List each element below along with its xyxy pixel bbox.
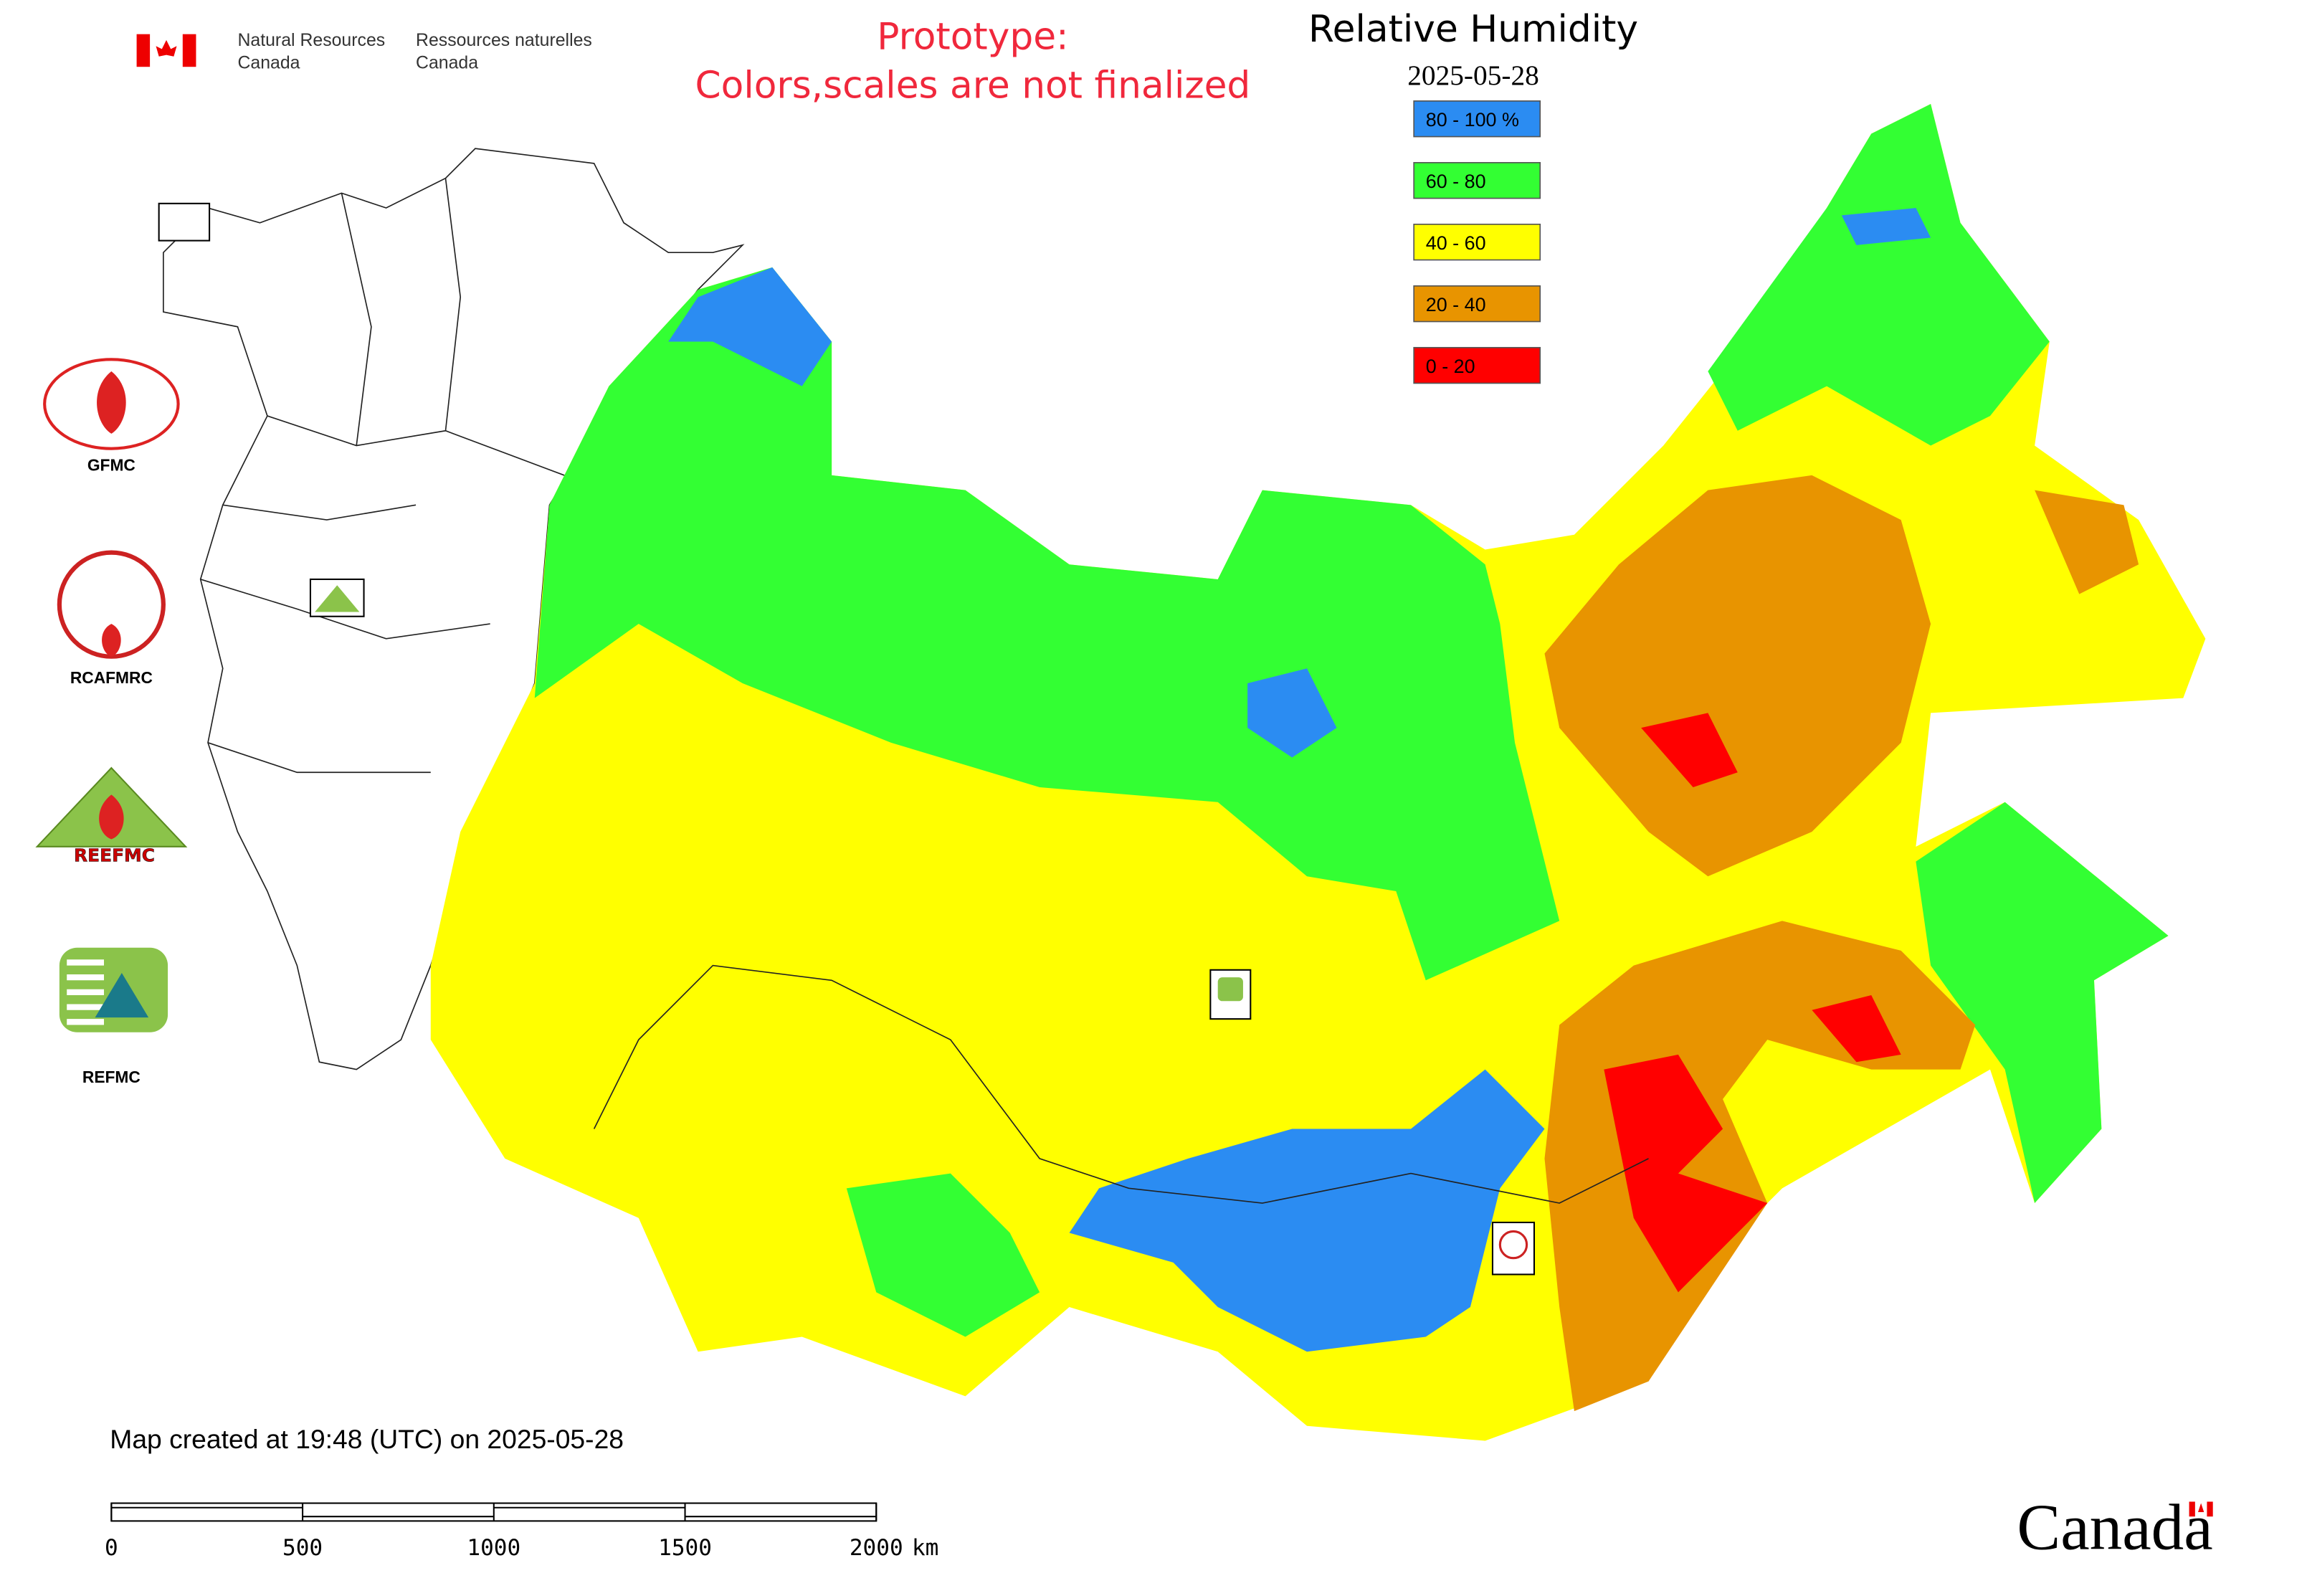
logo-flame: [99, 794, 124, 840]
department-fr: Ressources naturelles: [416, 31, 592, 50]
legend-swatch: [1413, 346, 1541, 384]
notice: Prototype:: [877, 15, 1068, 58]
created-note: Map created at 19:48 (UTC) on 2025-05-28: [110, 1424, 624, 1454]
agency-signature: Natural Resources Canada Ressources natu…: [136, 31, 592, 72]
logo-label: GFMC: [87, 456, 135, 475]
legend-label: 20 - 40: [1426, 294, 1486, 315]
department-en: Canada: [237, 53, 300, 72]
logo-flame: [102, 624, 121, 657]
logos: GFMC RCAFMRC REEFMC REFMC: [35, 202, 1536, 1276]
department-fr: Canada: [416, 53, 478, 72]
region: [846, 1173, 1040, 1337]
region: [1812, 995, 1901, 1063]
border-line: [593, 964, 1649, 1204]
scale-bar: 0 500 1000 1500 2000 km: [105, 1502, 938, 1561]
legend-swatch: [1413, 162, 1541, 199]
legend-title: Relative Humidity: [1308, 8, 1638, 51]
legend-label: 80 - 100 %: [1426, 109, 1519, 130]
region: [1544, 475, 1931, 877]
flag-bar: [136, 34, 151, 67]
region: [534, 267, 1560, 981]
wordmark-leaf: [2197, 1503, 2205, 1512]
map-marker: [158, 202, 211, 242]
notice: Colors,scales are not finalized: [695, 65, 1251, 108]
logo-label: RCAFMRC: [70, 668, 153, 687]
region: [1841, 208, 1931, 245]
map-marker-icon: [1498, 1230, 1528, 1260]
scale-label: 1000: [467, 1535, 520, 1561]
region: [1069, 1069, 1545, 1352]
scale-label: 0: [105, 1535, 118, 1561]
logo-label: REFMC: [82, 1068, 141, 1086]
region: [1708, 104, 2050, 446]
logo-flame: [97, 371, 126, 434]
department-en: Natural Resources: [237, 31, 385, 50]
legend-swatch: [1413, 100, 1541, 138]
logo-mark: [95, 972, 149, 1018]
logo-label: REEFMC: [74, 845, 155, 866]
region: [1247, 668, 1337, 758]
scale-label: 2000: [850, 1535, 903, 1561]
flag-bar: [182, 34, 196, 67]
wordmark-flag: [2207, 1501, 2213, 1517]
region: [1916, 802, 2169, 1204]
legend-date: 2025-05-28: [1407, 60, 1539, 91]
legend-label: 40 - 60: [1426, 232, 1486, 254]
legend-label: 60 - 80: [1426, 171, 1486, 192]
legend-label: 0 - 20: [1426, 356, 1475, 377]
region: [1604, 1054, 1768, 1293]
legend-swatch: [1413, 223, 1541, 261]
wordmark: Canada: [2017, 1491, 2212, 1564]
region: [2035, 490, 2139, 594]
scale-unit: km: [912, 1535, 938, 1561]
maple-leaf: [156, 39, 177, 57]
wordmark-flag: [2189, 1501, 2195, 1517]
legend-swatch: [1413, 285, 1541, 323]
humidity-regions: [430, 104, 2206, 1441]
logo-stripes: [67, 959, 105, 1025]
region: [668, 267, 832, 386]
legend: 80 - 100 % 60 - 80 40 - 60 20 - 40 0 - 20: [1413, 100, 1541, 384]
map-marker-icon: [1217, 977, 1243, 1002]
map-marker-icon: [315, 585, 360, 612]
scale-label: 1500: [658, 1535, 712, 1561]
region: [1641, 713, 1738, 787]
scale-label: 500: [282, 1535, 323, 1561]
